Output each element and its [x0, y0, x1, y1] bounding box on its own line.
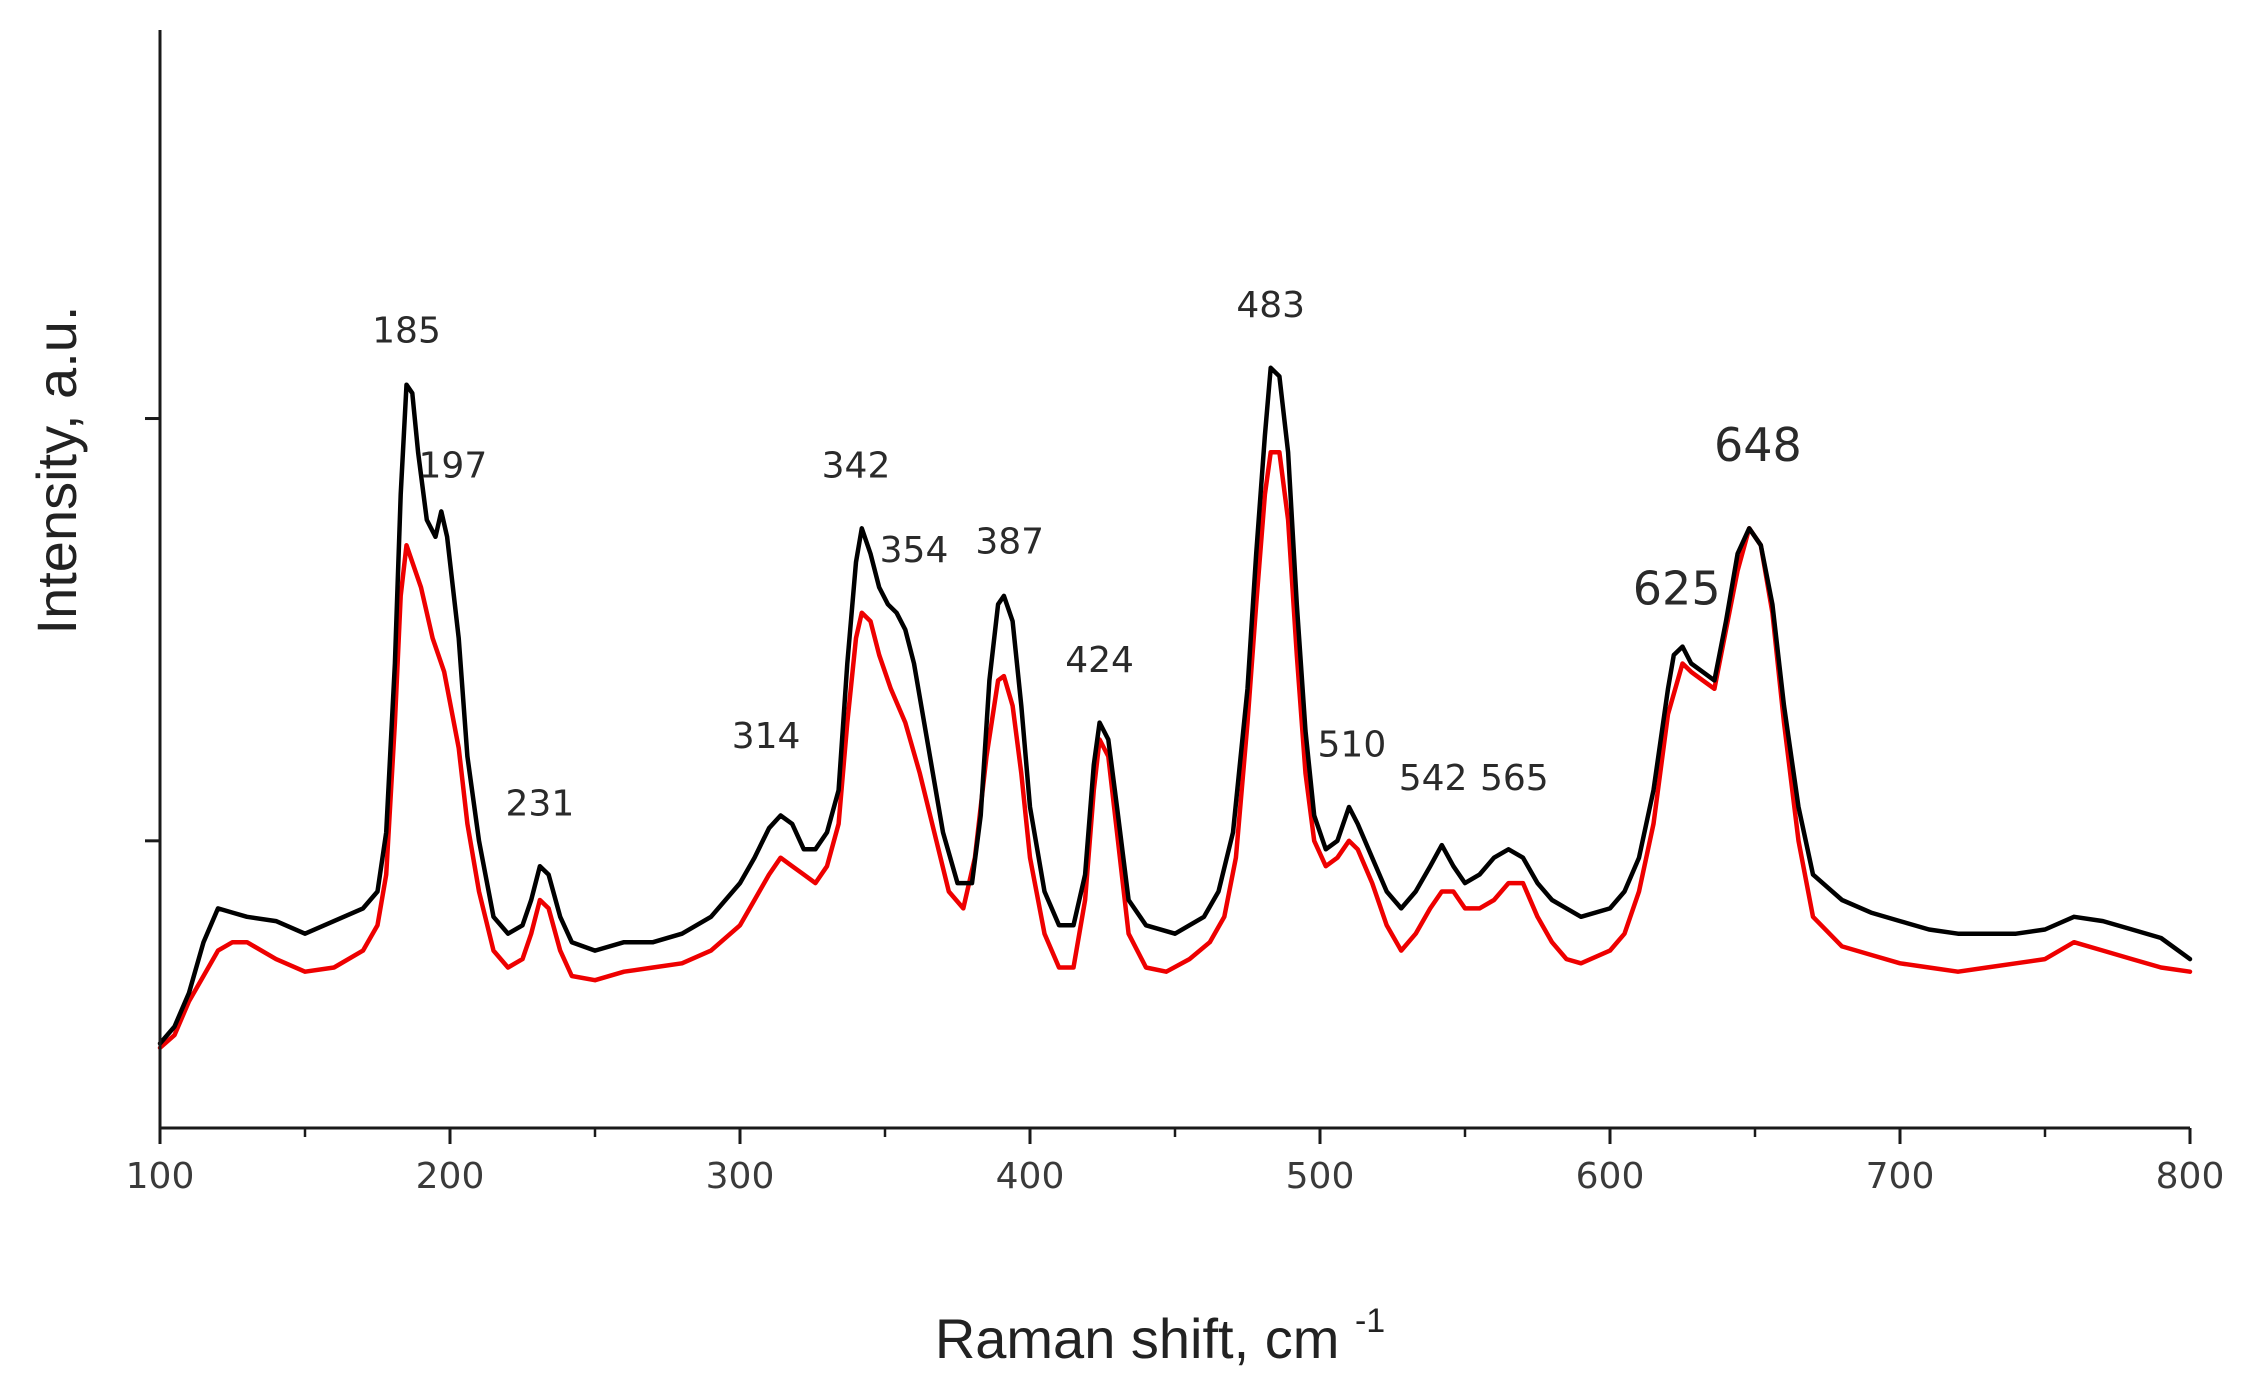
- x-tick-label: 100: [126, 1156, 195, 1197]
- x-tick-label: 500: [1286, 1156, 1355, 1197]
- x-ticks-group: 100 200 300 400 500 600 700 800: [126, 1128, 2225, 1197]
- spectrum-line-0: [157, 365, 2193, 1046]
- spectrum-line-1: [157, 450, 2193, 1051]
- x-axis-title-text: Raman shift, cm: [935, 1307, 1340, 1370]
- peak-label: 542: [1399, 758, 1468, 799]
- x-axis-title-superscript: -1: [1355, 1302, 1385, 1340]
- peak-label: 197: [419, 446, 488, 487]
- y-ticks-group: [145, 417, 160, 843]
- y-axis-title: Intensity, a.u.: [25, 306, 88, 635]
- peak-label: 424: [1065, 640, 1134, 681]
- peak-label: 314: [732, 716, 801, 757]
- peak-label: 648: [1714, 418, 1802, 472]
- x-tick-label: 700: [1866, 1156, 1935, 1197]
- x-axis-title: Raman shift, cm -1: [935, 1302, 1385, 1370]
- peak-labels-group: 185 197 231 314 342 354 387 424 483 510 542 565 625 6…: [372, 285, 1802, 824]
- peak-label: 625: [1633, 561, 1721, 615]
- x-tick-label: 600: [1576, 1156, 1645, 1197]
- peak-label: 354: [880, 530, 949, 571]
- peak-label: 510: [1318, 724, 1387, 765]
- peak-label: 565: [1480, 758, 1549, 799]
- x-tick-label: 800: [2156, 1156, 2225, 1197]
- peak-label: 387: [975, 522, 1044, 563]
- peak-label: 231: [506, 783, 575, 824]
- x-tick-label: 400: [996, 1156, 1065, 1197]
- peak-label: 342: [822, 446, 891, 487]
- x-tick-label: 300: [706, 1156, 775, 1197]
- peak-label: 185: [372, 311, 441, 352]
- x-tick-label: 200: [416, 1156, 485, 1197]
- series-group: [157, 365, 2193, 1051]
- peak-label: 483: [1236, 285, 1305, 326]
